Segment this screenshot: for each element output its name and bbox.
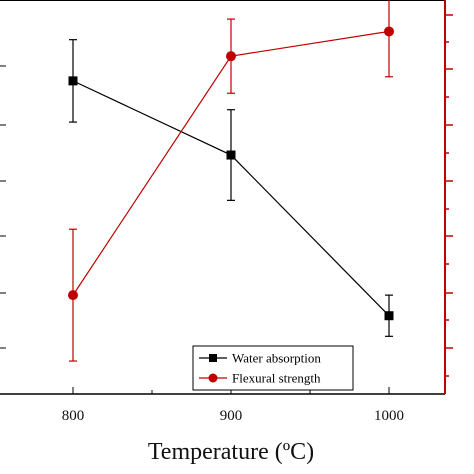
legend-label: Water absorption [232,351,321,366]
tick-marks [0,14,453,394]
data-point [68,76,78,86]
data-point [384,26,394,37]
legend-marker [208,373,218,383]
legend-item: Water absorption [199,351,321,366]
plot-frame [0,0,446,395]
legend-marker [209,354,217,362]
x-tick-label: 1000 [374,408,404,424]
series-water-absorption [68,39,394,337]
data-point [384,311,394,321]
x-tick-label: 900 [220,408,243,424]
x-tick-labels: 800 900 1000 [62,408,404,424]
x-tick-label: 800 [62,408,85,424]
legend: Water absorption Flexural strength [192,345,354,391]
legend-box [192,345,354,391]
series-flexural-strength [68,0,394,362]
legend-label: Flexural strength [232,371,321,386]
legend-item: Flexural strength [199,371,321,386]
series-layer [68,0,394,362]
data-point [226,51,236,62]
data-point [226,150,236,160]
data-point [68,290,78,301]
x-axis-title: Temperature (ºC) [148,439,314,465]
